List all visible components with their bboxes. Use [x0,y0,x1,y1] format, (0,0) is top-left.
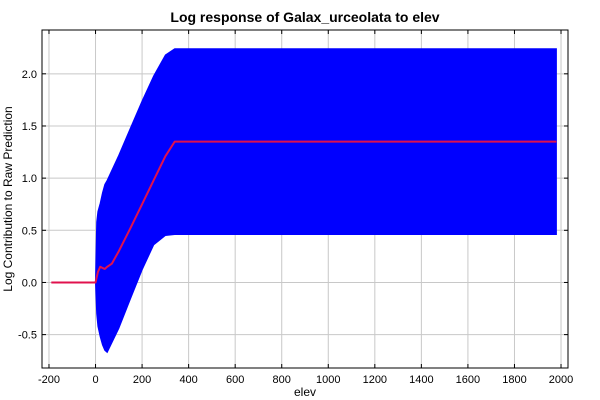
x-tick-label: 400 [179,374,197,386]
x-tick-label: 1000 [316,374,340,386]
y-axis-label: Log Contribution to Raw Prediction [1,106,15,291]
x-tick-label: 1800 [502,374,526,386]
x-tick-label: 800 [273,374,291,386]
x-tick-label: 200 [133,374,151,386]
x-tick-label: -200 [38,374,60,386]
plot-area-frame [41,29,569,369]
y-tick-label: 2.0 [22,69,37,81]
x-axis-label: elev [294,385,316,399]
y-tick-label: 1.5 [22,121,37,133]
response-line-layer [51,140,557,284]
y-tick-label: 0.5 [22,225,37,237]
x-tick-label: 0 [92,374,98,386]
ticks: -200 0 200 400 600 800 1000 1200 1400 1600 1800 200… [18,30,573,386]
y-tick-label: 1.0 [22,173,37,185]
response-line [51,140,557,284]
x-tick-label: 2000 [549,374,573,386]
y-tick-label: -0.5 [18,330,37,342]
y-tick-label: 0.0 [22,277,37,289]
x-tick-label: 1200 [363,374,387,386]
x-tick-label: 1600 [456,374,480,386]
x-tick-label: 1400 [409,374,433,386]
chart-title: Log response of Galax_urceolata to elev [170,9,439,25]
x-tick-label: 600 [226,374,244,386]
